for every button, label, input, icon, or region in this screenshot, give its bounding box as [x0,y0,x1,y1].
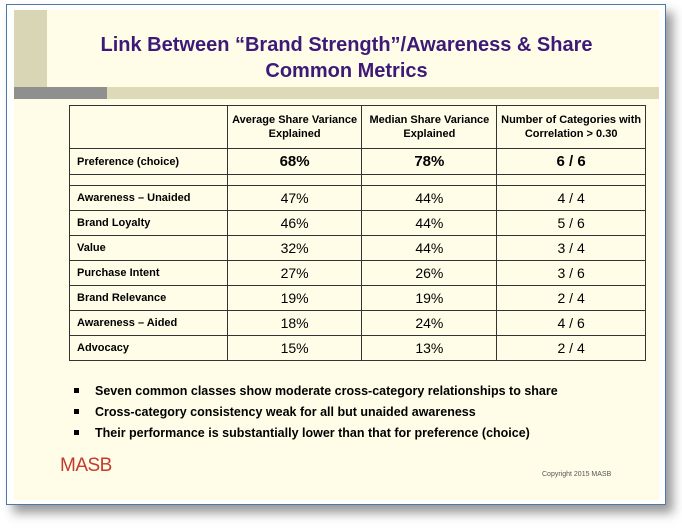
title-line-2: Common Metrics [265,60,428,82]
cell-count: 4 / 6 [496,310,646,336]
square-bullet-icon [74,409,79,414]
table-header-row: Average Share Variance Explained Median … [69,105,646,149]
slide: Link Between “Brand Strength”/Awareness … [14,10,659,500]
cell-average: 18% [226,310,363,336]
cell-median: 13% [361,335,498,361]
cell-average: 46% [226,210,363,236]
cell-median: 44% [361,210,498,236]
title-line-1: Link Between “Brand Strength”/Awareness … [100,34,593,56]
cell-count: 4 / 4 [496,185,646,211]
bullet-text: Cross-category consistency weak for all … [95,404,476,419]
cell-median: 44% [361,235,498,261]
decorative-block [14,10,47,99]
slide-frame: Link Between “Brand Strength”/Awareness … [6,4,666,505]
copyright-notice: Copyright 2015 MASB [542,471,612,478]
table-corner-cell [69,105,228,149]
table-row: Value 32% 44% 3 / 4 [69,235,646,261]
cell-average: 47% [226,185,363,211]
bullet-text: Seven common classes show moderate cross… [95,383,558,398]
cell-median: 78% [361,148,498,175]
spacer-cell [69,174,228,186]
list-item: Cross-category consistency weak for all … [72,401,652,422]
cell-count: 5 / 6 [496,210,646,236]
cell-count: 2 / 4 [496,335,646,361]
decorative-bar-light [107,87,659,99]
table-row: Awareness – Aided 18% 24% 4 / 6 [69,310,646,336]
table-row-preference: Preference (choice) 68% 78% 6 / 6 [69,148,646,175]
table-row: Brand Relevance 19% 19% 2 / 4 [69,285,646,311]
cell-count: 3 / 4 [496,235,646,261]
spacer-cell [361,174,498,186]
square-bullet-icon [74,430,79,435]
row-label: Preference (choice) [69,148,228,175]
metrics-table: Average Share Variance Explained Median … [69,105,646,361]
cell-average: 27% [226,260,363,286]
row-label: Awareness – Aided [69,310,228,336]
header-median-share: Median Share Variance Explained [361,105,498,149]
cell-median: 19% [361,285,498,311]
header-average-share: Average Share Variance Explained [226,105,363,149]
spacer-cell [226,174,363,186]
cell-count: 3 / 6 [496,260,646,286]
table-row: Purchase Intent 27% 26% 3 / 6 [69,260,646,286]
cell-average: 32% [226,235,363,261]
header-category-count: Number of Categories with Correlation > … [496,105,646,149]
bullet-list: Seven common classes show moderate cross… [72,380,652,443]
row-label: Brand Relevance [69,285,228,311]
masb-logo: MASB [60,455,112,476]
square-bullet-icon [74,388,79,393]
cell-average: 19% [226,285,363,311]
bullet-text: Their performance is substantially lower… [95,425,530,440]
cell-count: 6 / 6 [496,148,646,175]
row-label: Value [69,235,228,261]
row-label: Purchase Intent [69,260,228,286]
slide-title: Link Between “Brand Strength”/Awareness … [74,32,619,84]
cell-median: 44% [361,185,498,211]
table-row: Brand Loyalty 46% 44% 5 / 6 [69,210,646,236]
cell-average: 68% [226,148,363,175]
spacer-cell [496,174,646,186]
cell-median: 24% [361,310,498,336]
list-item: Seven common classes show moderate cross… [72,380,652,401]
cell-median: 26% [361,260,498,286]
table-row: Advocacy 15% 13% 2 / 4 [69,335,646,361]
decorative-bar-dark [14,87,107,99]
row-label: Awareness – Unaided [69,185,228,211]
table-row: Awareness – Unaided 47% 44% 4 / 4 [69,185,646,211]
row-label: Brand Loyalty [69,210,228,236]
row-label: Advocacy [69,335,228,361]
table-spacer-row [69,174,646,186]
list-item: Their performance is substantially lower… [72,422,652,443]
cell-count: 2 / 4 [496,285,646,311]
cell-average: 15% [226,335,363,361]
